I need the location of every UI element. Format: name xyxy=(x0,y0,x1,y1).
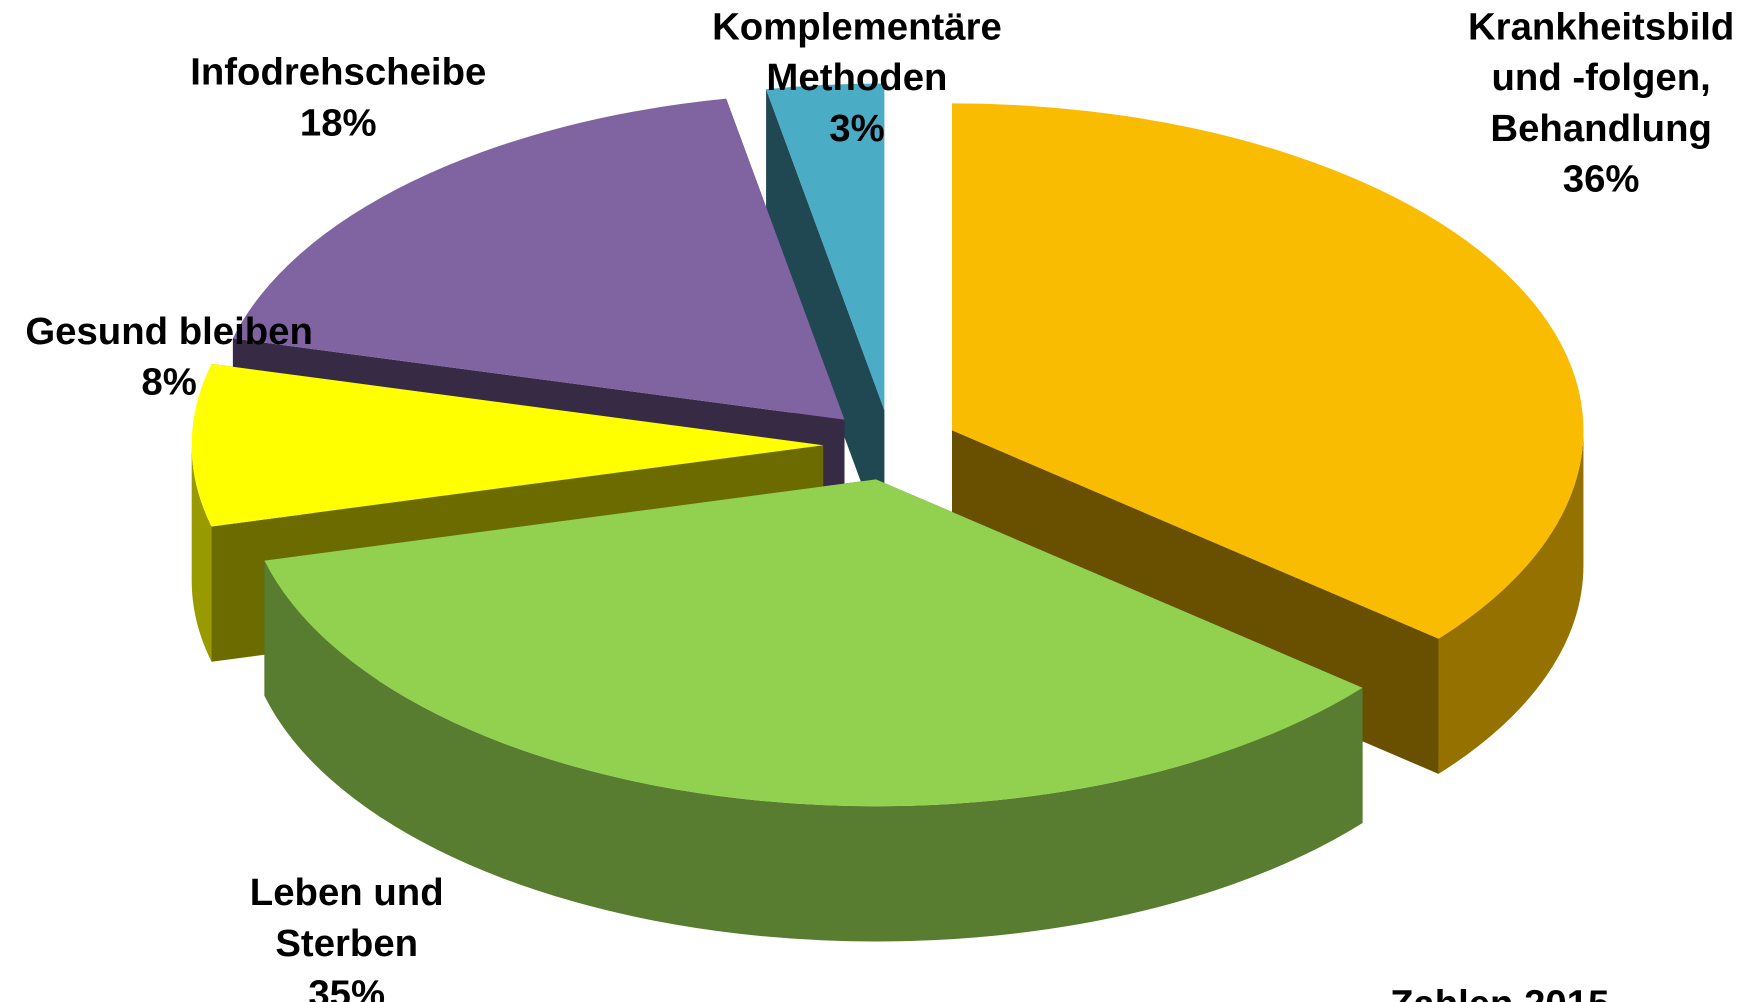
slice-wall xyxy=(1438,430,1584,774)
slice xyxy=(264,479,1363,942)
slice-top xyxy=(232,98,845,420)
annotation: Zahlen 2015 xyxy=(1390,983,1609,1002)
slice xyxy=(766,83,885,546)
label-box: Gesund bleiben 8% xyxy=(0,307,338,408)
label-box: Leben und Sterben 35% xyxy=(192,868,502,1002)
slice-side xyxy=(766,89,885,546)
slice-wall xyxy=(264,560,1363,942)
label-box: Komplementäre Methoden 3% xyxy=(677,2,1038,154)
slice-label: Krankheitsbild und -folgen, Behandlung 36… xyxy=(1455,2,1748,205)
slice-label: Gesund bleiben 8% xyxy=(0,307,338,408)
label-box: Infodrehscheibe 18% xyxy=(147,47,530,148)
value-label: 18% xyxy=(299,101,377,145)
slice-top xyxy=(766,83,885,411)
category-label: Komplementäre Methoden xyxy=(712,5,1002,100)
value-label: 8% xyxy=(141,360,197,404)
slice-top xyxy=(952,103,1584,639)
value-label: 35% xyxy=(308,972,386,1002)
value-label: 3% xyxy=(829,107,885,150)
label-box: Krankheitsbild und -folgen, Behandlung 36… xyxy=(1455,2,1748,205)
category-label: Leben und Sterben xyxy=(249,871,444,965)
category-label: Infodrehscheibe xyxy=(190,50,487,94)
slice-label: Komplementäre Methoden 3% xyxy=(677,2,1038,154)
value-label: 36% xyxy=(1562,157,1640,201)
pie xyxy=(191,83,1584,942)
slice-wall xyxy=(191,445,212,662)
slice-label: Infodrehscheibe 18% xyxy=(147,47,530,148)
slice-top xyxy=(191,363,824,527)
slice-label: Leben und Sterben 35% xyxy=(192,868,502,1002)
category-label: Krankheitsbild und -folgen, Behandlung xyxy=(1468,5,1735,150)
slice-top xyxy=(264,479,1363,807)
category-label: Gesund bleiben xyxy=(25,309,313,353)
